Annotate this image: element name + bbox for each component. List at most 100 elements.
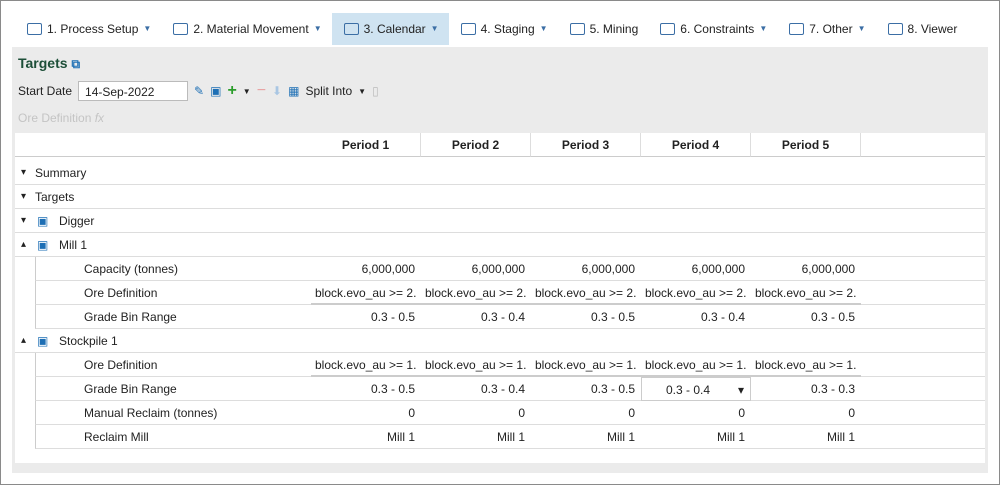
tab[interactable]: 8. Viewer: [876, 13, 968, 45]
cell-value[interactable]: 6,000,000: [311, 257, 421, 281]
split-into-button[interactable]: Split Into: [305, 84, 353, 98]
add-button[interactable]: +: [227, 82, 237, 99]
cell-value[interactable]: 6,000,000: [421, 257, 531, 281]
row-label: Ore Definition: [35, 353, 311, 377]
cell-value[interactable]: Mill 1: [421, 425, 531, 449]
tab-label: 3. Calendar: [363, 22, 426, 36]
row-label: Grade Bin Range: [35, 377, 311, 401]
start-date-label: Start Date: [18, 84, 73, 98]
row-filler: [861, 281, 985, 305]
row-label: Grade Bin Range: [35, 305, 311, 329]
header-label-cell: [15, 133, 311, 157]
row-filler: [861, 425, 985, 449]
tool-icon[interactable]: ✎: [194, 84, 205, 98]
cell-value[interactable]: 0.3 - 0.4: [641, 305, 751, 329]
cell-value[interactable]: 6,000,000: [531, 257, 641, 281]
tab-label: 5. Mining: [589, 22, 639, 36]
period-header: Period 4: [641, 133, 751, 157]
cell-value[interactable]: Mill 1: [311, 425, 421, 449]
cell-value[interactable]: 0: [641, 401, 751, 425]
tab-icon: [343, 23, 359, 35]
cell-value[interactable]: block.evo_au >= 1.: [751, 353, 861, 377]
tab-dropdown: ▼: [857, 24, 866, 33]
cell-value[interactable]: block.evo_au >= 2.: [751, 281, 861, 305]
tab-dropdown: ▼: [143, 24, 152, 33]
cell-value[interactable]: Mill 1: [641, 425, 751, 449]
cell-value[interactable]: block.evo_au >= 2.: [641, 281, 751, 305]
group-row[interactable]: ▴ ▣ Stockpile 1: [15, 329, 985, 353]
cell-value[interactable]: block.evo_au >= 1.: [421, 353, 531, 377]
tab[interactable]: 1. Process Setup ▼: [15, 13, 161, 45]
tool-icon[interactable]: ▣: [210, 84, 222, 98]
group-icon: ▣: [37, 334, 49, 348]
group-row[interactable]: ▴ ▣ Mill 1: [15, 233, 985, 257]
start-date-input[interactable]: 14-Sep-2022: [78, 81, 189, 101]
period-header: Period 1: [311, 133, 421, 157]
tab[interactable]: 6. Constraints ▼: [648, 13, 777, 45]
tab-dropdown: ▼: [430, 24, 439, 33]
tab[interactable]: 5. Mining: [558, 13, 649, 45]
cell-value[interactable]: Mill 1: [531, 425, 641, 449]
tab[interactable]: 2. Material Movement ▼: [161, 13, 331, 45]
split-dropdown[interactable]: ▼: [358, 86, 367, 96]
tab-label: 1. Process Setup: [47, 22, 139, 36]
cell-value[interactable]: 0: [751, 401, 861, 425]
header-filler: [861, 133, 985, 157]
cell-value[interactable]: 0: [421, 401, 531, 425]
cell-value[interactable]: 0.3 - 0.5: [531, 377, 641, 401]
group-row[interactable]: ▾ ▣ Digger: [15, 209, 985, 233]
cell-value[interactable]: 0.3 - 0.4: [421, 305, 531, 329]
tab-icon: [27, 23, 42, 35]
tab-label: 6. Constraints: [680, 22, 755, 36]
cell-value[interactable]: 0: [531, 401, 641, 425]
row-filler: [861, 377, 985, 401]
cell-value[interactable]: Mill 1: [751, 425, 861, 449]
cell-value[interactable]: 0.3 - 0.5: [751, 305, 861, 329]
cell-value[interactable]: 0.3 - 0.4: [421, 377, 531, 401]
group-row[interactable]: ▾ Targets: [15, 185, 985, 209]
cell-value[interactable]: 0.3 - 0.5: [531, 305, 641, 329]
cell-value[interactable]: block.evo_au >= 1.: [641, 353, 751, 377]
cell-value[interactable]: 6,000,000: [641, 257, 751, 281]
row-filler: [861, 353, 985, 377]
period-header: Period 2: [421, 133, 531, 157]
targets-grid: Period 1 Period 2 Period 3 Period 4 Period 5…: [15, 133, 985, 463]
row-label: Capacity (tonnes): [35, 257, 311, 281]
group-label: Stockpile 1: [59, 334, 118, 348]
cell-value[interactable]: block.evo_au >= 2.: [311, 281, 421, 305]
group-row[interactable]: ▾ Summary: [15, 161, 985, 185]
cell-value[interactable]: 0: [311, 401, 421, 425]
tab-label: 4. Staging: [480, 22, 535, 36]
tool-icon[interactable]: ⬇: [272, 84, 283, 98]
ore-definition-label: Ore Definition: [18, 111, 92, 125]
cell-value[interactable]: 0.3 - 0.5: [311, 305, 421, 329]
cell-value[interactable]: block.evo_au >= 2.: [421, 281, 531, 305]
row-label: Ore Definition: [35, 281, 311, 305]
tab-icon: [173, 23, 189, 35]
add-dropdown[interactable]: ▼: [242, 86, 251, 96]
tool-icon[interactable]: ▯: [372, 84, 379, 98]
panel-title: Targets ⧉: [18, 55, 81, 71]
group-icon: ▣: [37, 238, 49, 252]
tab[interactable]: 3. Calendar ▼: [331, 13, 449, 45]
cell-value[interactable]: 0.3 - 0.3: [751, 377, 861, 401]
toolbar: Start Date 14-Sep-2022 ✎ ▣ + ▼ − ⬇ ▦ Spl…: [18, 79, 379, 103]
cell-value[interactable]: 0.3 - 0.5: [311, 377, 421, 401]
cell-value[interactable]: 6,000,000: [751, 257, 861, 281]
tab-label: 8. Viewer: [907, 22, 958, 36]
row-filler: [861, 401, 985, 425]
remove-button[interactable]: −: [256, 82, 267, 99]
ore-definition-field: Ore Definition fx: [18, 111, 105, 125]
tab[interactable]: 4. Staging ▼: [449, 13, 558, 45]
cell-value[interactable]: block.evo_au >= 1.: [531, 353, 641, 377]
tab-label: 2. Material Movement: [193, 22, 309, 36]
tab[interactable]: 7. Other ▼: [777, 13, 875, 45]
expander: ▾: [21, 215, 27, 226]
tab-dropdown: ▼: [759, 24, 768, 33]
cell-value[interactable]: block.evo_au >= 2.: [531, 281, 641, 305]
cell-value[interactable]: block.evo_au >= 1.: [311, 353, 421, 377]
group-label: Mill 1: [59, 238, 88, 252]
cell-value[interactable]: 0.3 - 0.4: [641, 377, 751, 401]
tab-icon: [887, 23, 903, 35]
